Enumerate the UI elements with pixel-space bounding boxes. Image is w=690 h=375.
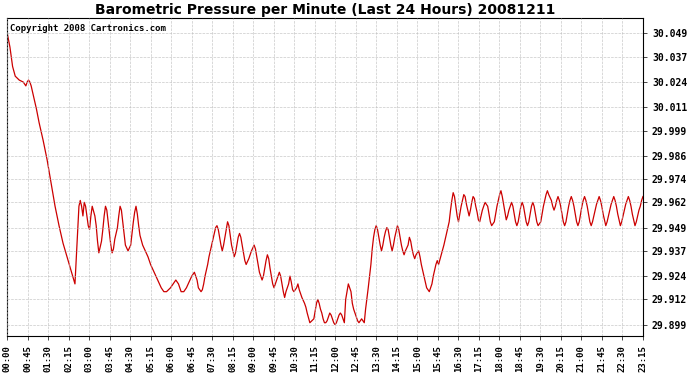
Text: Copyright 2008 Cartronics.com: Copyright 2008 Cartronics.com (10, 24, 166, 33)
Title: Barometric Pressure per Minute (Last 24 Hours) 20081211: Barometric Pressure per Minute (Last 24 … (95, 3, 555, 17)
